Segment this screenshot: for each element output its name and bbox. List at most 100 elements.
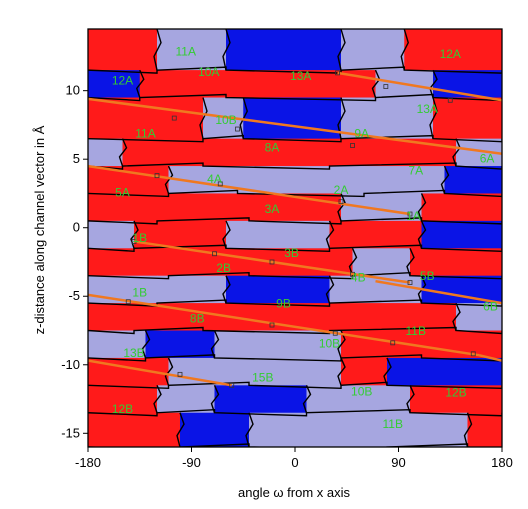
region-cell [88, 97, 204, 140]
region-cell [203, 303, 330, 332]
region-boundary [337, 193, 346, 222]
region-cell [88, 330, 146, 359]
region-cell [157, 275, 227, 304]
region-cell [444, 166, 502, 194]
region-boundary [88, 354, 502, 362]
region-boundary [337, 357, 346, 386]
region-cell [410, 385, 502, 414]
region-boundary [88, 381, 502, 390]
region-cell [88, 385, 158, 414]
channel-path-points [125, 70, 476, 388]
region-boundary [88, 189, 502, 198]
region-boundary [245, 412, 254, 447]
region-boundary [88, 217, 502, 225]
region-boundary [88, 326, 502, 335]
x-tick-label: -90 [182, 455, 201, 470]
region-cell [306, 385, 411, 414]
region-boundary [383, 357, 392, 386]
region-label: 5A [115, 186, 130, 200]
region-label: 11A [135, 127, 155, 141]
channel-path-point [383, 84, 389, 89]
x-tick-label: 0 [291, 455, 298, 470]
region-boundary [88, 299, 502, 307]
region-boundary [210, 385, 220, 413]
region-cell [157, 193, 250, 222]
region-boundary [153, 385, 162, 413]
region-label: 3A [265, 202, 280, 216]
channel-path-point [470, 351, 476, 357]
channel-path-point [235, 126, 240, 132]
region-cell [88, 70, 141, 99]
region-cell [341, 193, 422, 222]
region-label: 1B [132, 231, 147, 245]
channel-path-line [88, 359, 232, 387]
region-label: 2B [216, 261, 231, 275]
channel-path-point [335, 70, 340, 76]
region-label: 13A [417, 102, 438, 116]
region-label: 1B [132, 286, 147, 300]
region-boundary [406, 385, 415, 413]
region-label: 7A [408, 164, 423, 178]
region-boundary [153, 29, 162, 71]
region-cell [352, 248, 411, 277]
x-axis: -180 -90 0 90 180 [75, 447, 513, 470]
region-cell [329, 138, 457, 167]
region-boundary [452, 138, 461, 167]
region-label: 12B [445, 386, 466, 400]
region-label: 8B [190, 312, 205, 326]
region-label: 8A [265, 140, 280, 154]
x-tick-label: -180 [75, 455, 101, 470]
region-label: 12A [112, 73, 133, 87]
region-cell [249, 412, 388, 447]
region-cell [122, 138, 204, 167]
region-boundary [452, 302, 461, 331]
region-cell [421, 275, 502, 304]
channel-path-point [269, 259, 275, 265]
region-cell [329, 275, 422, 304]
region-cell [421, 193, 502, 222]
region-cell [410, 248, 502, 277]
region-boundary [302, 385, 312, 413]
region-cell [226, 29, 342, 71]
region-label: 13A [290, 69, 311, 83]
region-cell [467, 412, 502, 447]
region-boundary [176, 412, 185, 447]
region-cell [88, 275, 158, 304]
region-label: 11B [383, 417, 403, 431]
region-cell [249, 357, 342, 386]
channel-path-point [131, 239, 137, 244]
region-cell [341, 97, 434, 140]
region-cell [88, 166, 169, 194]
channel-path-line [88, 293, 480, 357]
channel-path-line [478, 353, 502, 362]
region-cell [88, 412, 181, 447]
channel-path-point [177, 371, 183, 377]
channel-path-point [447, 97, 453, 103]
region-label: 9B [276, 297, 291, 311]
region-boundary [429, 97, 438, 139]
channel-path-point [407, 211, 413, 217]
region-cell [341, 29, 405, 71]
region-boundary [371, 69, 381, 98]
channel-path-point [350, 143, 355, 148]
y-axis-title: z-distance along channel vector in Å [32, 125, 47, 334]
region-cell [180, 412, 250, 447]
region-label: 11B [406, 324, 426, 338]
region-cell [421, 220, 502, 249]
region-label: 2A [334, 183, 349, 197]
region-cell [203, 138, 330, 167]
region-cell [387, 412, 468, 447]
region-cell [329, 303, 457, 332]
y-tick-label: -15 [61, 425, 80, 440]
x-tick-label: 180 [491, 455, 513, 470]
region-boundary [88, 409, 502, 417]
channel-path-lines [88, 71, 502, 387]
region-cell [214, 330, 342, 359]
channel-path-line [133, 240, 411, 284]
region-label: 10B [215, 113, 236, 127]
region-boundary [429, 69, 438, 98]
region-boundary [135, 69, 145, 98]
channel-path-point [171, 115, 177, 121]
channel-path-point [212, 251, 217, 257]
